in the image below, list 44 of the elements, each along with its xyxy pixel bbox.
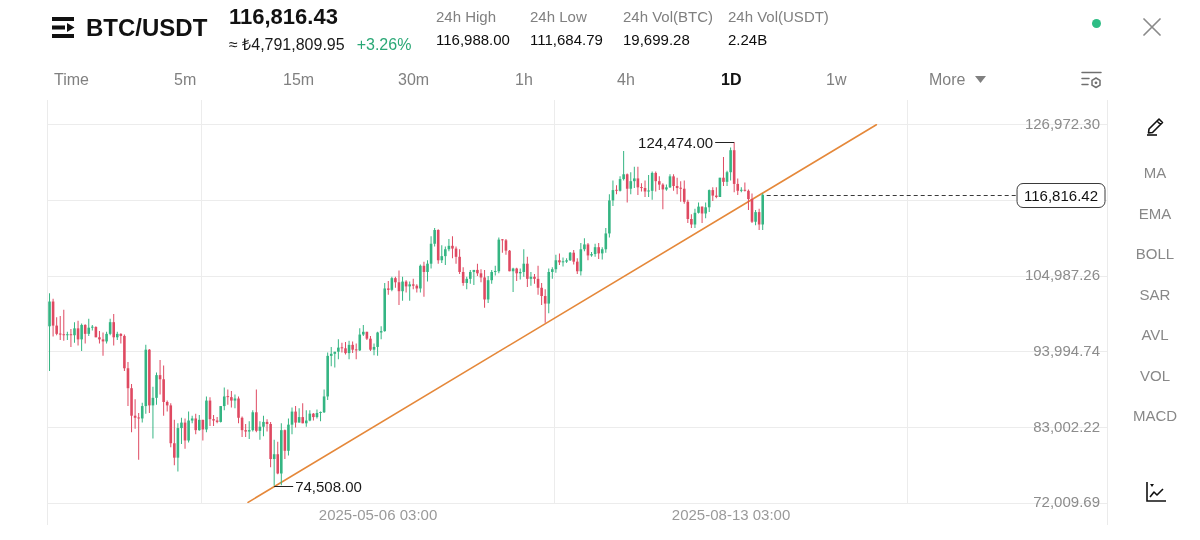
y-tick-label: 104,987.26 <box>1024 266 1100 284</box>
text: SAR <box>1139 286 1171 304</box>
chart-title: BTC/USDT <box>86 14 208 42</box>
text: 1D <box>721 70 742 90</box>
text: 111,684.79 <box>530 31 603 49</box>
candlestick <box>386 280 390 295</box>
text: 4h <box>617 70 635 90</box>
text: 2.24B <box>728 31 768 49</box>
x-tick-label: 2025-08-13 03:00 <box>671 506 791 524</box>
y-tick-label: 126,972.30 <box>1024 115 1100 133</box>
text: MACD <box>1132 407 1178 425</box>
y-tick-label: 72,009.69 <box>1033 493 1100 511</box>
text: BOLL <box>1135 245 1175 263</box>
text: MA <box>1143 164 1167 182</box>
text: 24h Vol(BTC) <box>623 8 714 26</box>
text: EMA <box>1138 205 1172 223</box>
annotation: 124,474.00 <box>638 133 714 151</box>
x-tick-label: 2025-05-06 03:00 <box>318 506 438 524</box>
annotation: 74,508.00 <box>295 477 362 495</box>
text: 19,699.28 <box>623 31 690 49</box>
candlestick <box>565 258 568 264</box>
candlestick <box>411 278 415 290</box>
text: ≈ ₺4,791,809.95 <box>229 35 345 55</box>
text: 116,816.43 <box>229 4 338 30</box>
y-tick-label: 83,002.22 <box>1033 417 1100 435</box>
text: 1h <box>515 70 533 90</box>
y-tick-label: 93,994.74 <box>1033 341 1100 359</box>
text: 15m <box>283 70 315 90</box>
candlestick <box>718 177 722 197</box>
text: 24h Vol(USDT) <box>728 8 829 26</box>
text: 24h Low <box>530 8 587 26</box>
text: 116,988.00 <box>436 31 510 49</box>
text: Time <box>54 70 89 90</box>
text: 1w <box>826 70 847 90</box>
text: VOL <box>1139 367 1171 385</box>
text: 5m <box>174 70 197 90</box>
text: +3.26% <box>356 35 412 55</box>
candlestick <box>212 415 215 427</box>
ref-line-label: 116,816.42 <box>1024 186 1098 204</box>
text: 24h High <box>436 8 497 26</box>
text: AVL <box>1141 326 1169 344</box>
text: 30m <box>398 70 430 90</box>
candlestick <box>568 252 572 261</box>
text: More <box>929 70 966 90</box>
